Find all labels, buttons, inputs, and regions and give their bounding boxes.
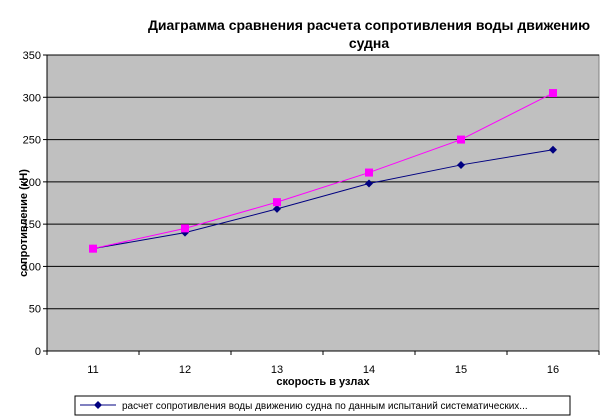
x-tick-label: 11	[87, 364, 98, 376]
legend-series-1-label: расчет сопротивления воды движению судна…	[122, 401, 528, 412]
series-1-line	[92, 149, 554, 250]
plot-area	[46, 54, 600, 352]
series-1-point	[549, 145, 557, 154]
series-group	[89, 89, 557, 253]
y-tick-label: 200	[23, 177, 41, 189]
chart-title-line-2: судна	[349, 35, 390, 51]
y-tick-label: 350	[23, 50, 41, 62]
series-1-point	[365, 179, 373, 188]
series-2-point	[549, 89, 557, 98]
series-1-point	[457, 160, 465, 169]
series-2-point	[365, 168, 373, 177]
y-tick-label: 300	[23, 92, 41, 104]
legend: расчет сопротивления воды движению судна…	[74, 395, 571, 416]
y-axis-ticks: 0 50 100 150 200 250 300 350	[23, 50, 47, 358]
x-tick-label: 15	[455, 364, 467, 376]
x-tick-label: 16	[547, 364, 559, 376]
legend-series-1-marker	[94, 401, 102, 409]
series-2-point	[273, 198, 281, 207]
series-2-point	[457, 135, 465, 144]
series-1-point	[273, 204, 281, 213]
chart-title-line-1: Диаграмма сравнения расчета сопротивлени…	[148, 17, 590, 33]
y-axis-label: сопротивление (кН)	[18, 169, 30, 277]
x-tick-label: 13	[271, 364, 283, 376]
legend-box	[74, 395, 571, 416]
x-tick-label: 14	[363, 364, 375, 376]
y-tick-label: 150	[23, 219, 41, 231]
series-2-line	[92, 92, 554, 250]
series-2-point	[181, 224, 189, 233]
series-2-point	[89, 244, 97, 253]
x-tick-label: 12	[179, 364, 191, 376]
y-tick-label: 50	[29, 304, 41, 316]
y-tick-label: 250	[23, 135, 41, 147]
gridlines	[47, 54, 599, 310]
x-axis-label: скорость в узлах	[276, 376, 370, 388]
y-tick-label: 100	[23, 261, 41, 273]
y-tick-label: 0	[35, 346, 41, 358]
x-axis-ticks: 11 12 13 14 15 16	[46, 351, 600, 376]
